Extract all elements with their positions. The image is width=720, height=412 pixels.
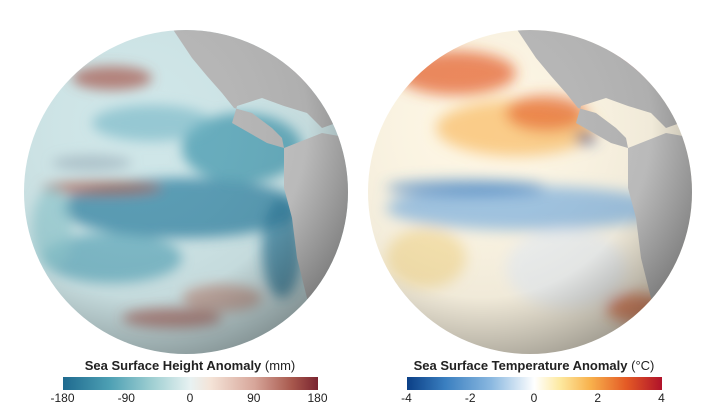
- color-scale-bar: [406, 377, 662, 390]
- sea-surface-temperature-globe: [366, 28, 694, 356]
- sea-surface-height-map: [24, 30, 348, 354]
- legend-unit: (mm): [264, 358, 296, 373]
- legend-title-text: Sea Surface Height Anomaly: [84, 358, 262, 373]
- tick-labels: -4 -2 0 2 4: [401, 391, 665, 405]
- tick-label: -90: [117, 391, 135, 405]
- sea-surface-height-globe: [22, 28, 350, 356]
- legend-unit: (°C): [631, 358, 655, 373]
- tick-label: 4: [658, 391, 665, 405]
- sea-surface-temperature-legend: Sea Surface Temperature Anomaly (°C) -4 …: [384, 358, 684, 405]
- tick-label: -2: [464, 391, 476, 405]
- sea-surface-temperature-map: [368, 30, 692, 354]
- tick-labels: -180 -90 0 90 180: [50, 391, 327, 405]
- tick-label: 0: [530, 391, 538, 405]
- tick-label: 90: [247, 391, 261, 405]
- legend-title: Sea Surface Height Anomaly (mm): [40, 358, 340, 373]
- tick-label: 2: [594, 391, 602, 405]
- tick-label: -180: [50, 391, 75, 405]
- legend-title-text: Sea Surface Temperature Anomaly: [413, 358, 628, 373]
- legend-title: Sea Surface Temperature Anomaly (°C): [384, 358, 684, 373]
- tick-label: 180: [307, 391, 328, 405]
- color-scale-bar: [62, 377, 318, 390]
- tick-label: -4: [401, 391, 412, 405]
- tick-label: 0: [186, 391, 194, 405]
- sea-surface-height-legend: Sea Surface Height Anomaly (mm) -180 -90…: [40, 358, 340, 405]
